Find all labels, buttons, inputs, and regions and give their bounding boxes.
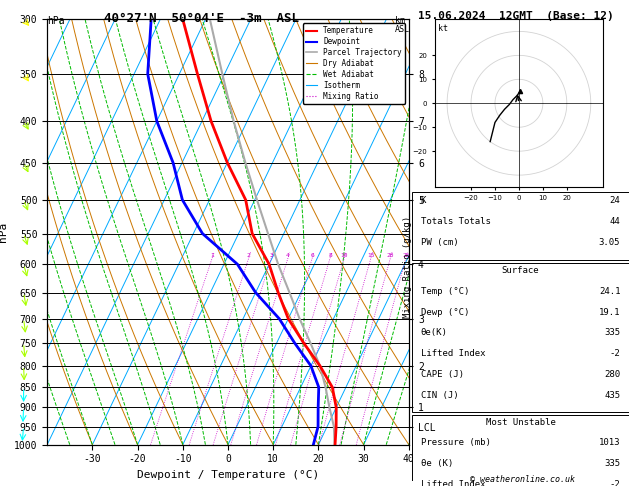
Text: 20: 20 <box>387 253 394 259</box>
Text: 1: 1 <box>210 253 214 259</box>
Text: 1013: 1013 <box>599 438 620 447</box>
Text: 335: 335 <box>604 329 620 337</box>
Text: km
ASL: km ASL <box>395 16 410 34</box>
Text: 19.1: 19.1 <box>599 308 620 317</box>
Text: Most Unstable: Most Unstable <box>486 417 555 427</box>
Text: Mixing Ratio (g/kg): Mixing Ratio (g/kg) <box>403 216 412 318</box>
Text: 25: 25 <box>402 253 409 259</box>
Text: 435: 435 <box>604 391 620 400</box>
Text: -2: -2 <box>610 349 620 358</box>
Text: θe(K): θe(K) <box>421 329 448 337</box>
Text: Totals Totals: Totals Totals <box>421 217 491 226</box>
Text: PW (cm): PW (cm) <box>421 238 459 247</box>
Text: 15.06.2024  12GMT  (Base: 12): 15.06.2024 12GMT (Base: 12) <box>418 11 614 21</box>
Text: 280: 280 <box>604 370 620 379</box>
Text: Surface: Surface <box>502 266 539 275</box>
Text: kt: kt <box>438 24 448 34</box>
Text: © weatheronline.co.uk: © weatheronline.co.uk <box>470 474 574 484</box>
Text: -2: -2 <box>610 480 620 486</box>
Y-axis label: hPa: hPa <box>0 222 8 242</box>
Text: 335: 335 <box>604 459 620 468</box>
Text: K: K <box>421 196 426 205</box>
Text: 15: 15 <box>367 253 375 259</box>
Legend: Temperature, Dewpoint, Parcel Trajectory, Dry Adiabat, Wet Adiabat, Isotherm, Mi: Temperature, Dewpoint, Parcel Trajectory… <box>303 23 405 104</box>
Text: 3: 3 <box>269 253 273 259</box>
Text: 8: 8 <box>328 253 332 259</box>
Text: 24.1: 24.1 <box>599 287 620 296</box>
Text: 2: 2 <box>247 253 250 259</box>
Text: 3.05: 3.05 <box>599 238 620 247</box>
Text: 24: 24 <box>610 196 620 205</box>
Text: 44: 44 <box>610 217 620 226</box>
Text: Lifted Index: Lifted Index <box>421 480 485 486</box>
Text: Lifted Index: Lifted Index <box>421 349 485 358</box>
Text: Pressure (mb): Pressure (mb) <box>421 438 491 447</box>
Text: 6: 6 <box>310 253 314 259</box>
Text: 4: 4 <box>286 253 290 259</box>
Text: 10: 10 <box>340 253 348 259</box>
Text: θe (K): θe (K) <box>421 459 453 468</box>
Text: Temp (°C): Temp (°C) <box>421 287 469 296</box>
Text: CIN (J): CIN (J) <box>421 391 459 400</box>
Text: 40°27'N  50°04'E  -3m  ASL: 40°27'N 50°04'E -3m ASL <box>104 12 299 25</box>
X-axis label: Dewpoint / Temperature (°C): Dewpoint / Temperature (°C) <box>137 470 319 480</box>
Text: hPa: hPa <box>47 16 65 26</box>
Text: CAPE (J): CAPE (J) <box>421 370 464 379</box>
Text: Dewp (°C): Dewp (°C) <box>421 308 469 317</box>
